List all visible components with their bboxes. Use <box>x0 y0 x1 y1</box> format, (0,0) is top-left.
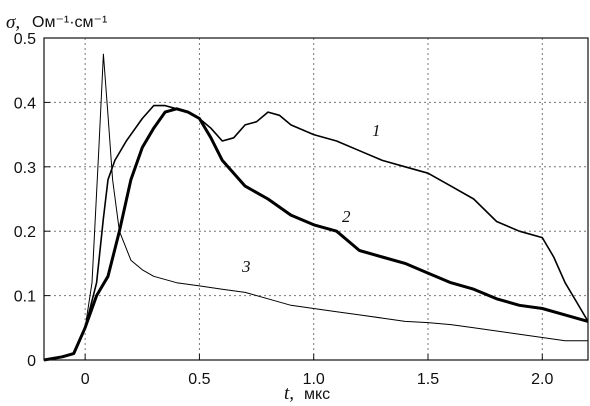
y-tick-labels: 0 0.1 0.2 0.3 0.4 0.5 <box>14 31 36 370</box>
y-axis-label: σ, <box>6 12 20 33</box>
series-lines <box>43 53 589 362</box>
x-axis-unit: мкс <box>304 386 330 403</box>
curve-label-3: 3 <box>241 257 251 276</box>
x-tick-label: 1.5 <box>417 371 439 388</box>
y-tick-label: 0.5 <box>14 31 36 48</box>
y-tick-label: 0.2 <box>14 224 36 241</box>
x-tick-labels: 0 0.5 1.0 1.5 2.0 <box>81 371 554 388</box>
x-axis-label: t, <box>284 383 294 404</box>
y-tick-label: 0.4 <box>14 95 36 112</box>
x-tick-label: 0.5 <box>188 371 210 388</box>
x-tick-label: 0 <box>81 371 90 388</box>
y-tick-label: 0.3 <box>14 160 36 177</box>
y-tick-label: 0 <box>27 353 36 370</box>
y-axis-unit: Ом⁻¹·см⁻¹ <box>32 14 107 31</box>
x-tick-label: 2.0 <box>531 371 553 388</box>
series-line-2 <box>43 107 589 362</box>
plot-frame <box>43 37 589 361</box>
curve-label-2: 2 <box>342 207 351 226</box>
series-line-3 <box>43 53 588 361</box>
series-line-1 <box>43 104 589 361</box>
curve-labels: 1 2 3 <box>241 121 381 276</box>
y-tick-label: 0.1 <box>14 289 36 306</box>
curve-label-1: 1 <box>372 121 381 140</box>
x-tick-label: 1.0 <box>303 371 325 388</box>
